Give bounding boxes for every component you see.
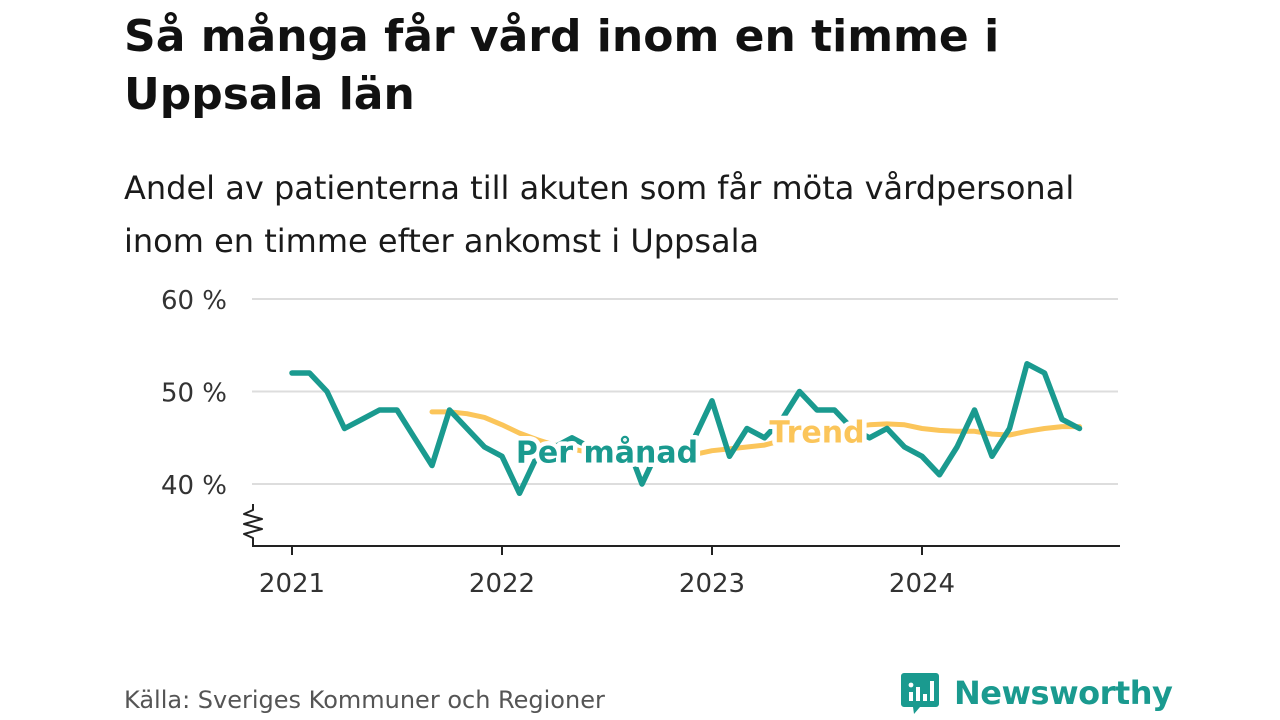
series-label-halo: Per månad xyxy=(516,435,698,471)
series-line-per-manad xyxy=(289,361,1083,497)
x-tick-label: 2024 xyxy=(889,569,955,599)
x-axis: 2021 2022 2023 2024 xyxy=(252,545,1120,599)
axis-break-zigzag xyxy=(243,504,263,546)
chart-subtitle: Andel av patienterna till akuten som får… xyxy=(124,169,1075,260)
y-tick-label: 40 % xyxy=(161,471,227,501)
series-label-halo: Trend xyxy=(769,415,864,450)
x-tick-label: 2022 xyxy=(469,569,535,599)
y-tick-label: 60 % xyxy=(161,286,227,316)
series-label: Per månad xyxy=(516,435,698,471)
y-tick-label: 50 % xyxy=(161,379,227,409)
brand-logo[interactable]: Newsworthy xyxy=(900,668,1173,718)
chart-title: Så många får vård inom en timme i Uppsal… xyxy=(124,11,1000,120)
series-line-trend xyxy=(429,409,1082,462)
x-tick-label: 2021 xyxy=(259,569,325,599)
axis-break-icon xyxy=(243,504,263,546)
series-lines xyxy=(289,361,1083,497)
gridlines xyxy=(252,298,1118,485)
newsworthy-logo-icon xyxy=(901,673,939,714)
series-label: Trend xyxy=(769,415,864,450)
brand-name: Newsworthy xyxy=(954,674,1173,712)
source-note: Källa: Sveriges Kommuner och Regioner xyxy=(124,686,605,714)
y-axis-tick-labels: 40 % 50 % 60 % xyxy=(161,286,227,501)
x-tick-label: 2023 xyxy=(679,569,745,599)
line-chart: 40 %50 %60 % 2021 2022 2023 2024 Per månadP… xyxy=(161,286,1120,599)
